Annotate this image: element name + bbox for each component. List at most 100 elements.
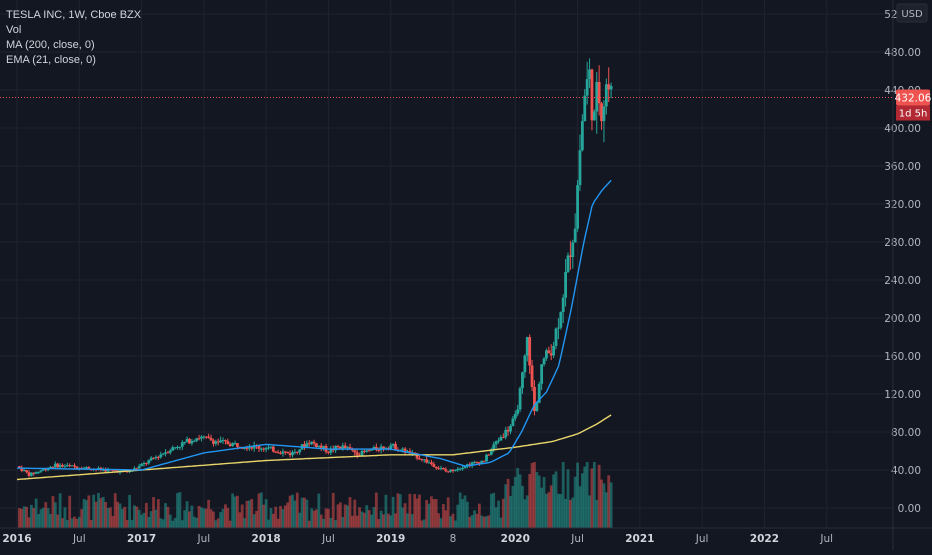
candle-body [463, 466, 467, 469]
price-tick-label: 0.00 [898, 503, 921, 515]
volume-bar [267, 519, 270, 528]
volume-bar [224, 504, 227, 528]
volume-bar [434, 499, 438, 528]
legend-ma[interactable]: MA (200, close, 0) [6, 39, 95, 51]
candle-body [259, 448, 263, 450]
candle-body [216, 441, 220, 443]
volume-bar [542, 476, 546, 528]
volume-bar [480, 515, 484, 528]
volume-bar [463, 495, 467, 528]
candle-body [602, 106, 606, 122]
legend-symbol[interactable]: TESLA INC, 1W, Cboe BZX [6, 9, 142, 21]
volume-bar [456, 504, 460, 528]
volume-bar [343, 504, 347, 528]
volume-bar [259, 492, 263, 528]
candle-body [87, 467, 91, 470]
candle-body [322, 446, 326, 448]
candle-body [56, 463, 60, 468]
volume-bar [319, 514, 323, 528]
volume-bar [307, 520, 311, 528]
candle-body [204, 436, 208, 438]
candle-body [49, 466, 52, 469]
candle-body [477, 462, 481, 464]
volume-bar [427, 503, 431, 528]
legend-volume[interactable]: Vol [6, 24, 22, 36]
candle-body [209, 437, 213, 441]
volume-bar [300, 497, 304, 528]
volume-bar [370, 514, 373, 528]
candle-body [106, 469, 110, 472]
volume-bar [152, 497, 155, 528]
volume-bar [379, 510, 383, 528]
candle-body [53, 463, 57, 468]
candle-body [355, 452, 359, 456]
candle-body [561, 297, 565, 313]
candle-body [279, 452, 282, 454]
volume-bar [298, 512, 302, 528]
candle-body [413, 452, 417, 454]
candle-body [583, 95, 587, 122]
volume-bar [523, 499, 527, 528]
time-tick-label: Jul [72, 533, 86, 545]
candle-body [307, 443, 311, 445]
candle-body [499, 437, 503, 441]
volume-bar [501, 498, 505, 528]
volume-bar [39, 509, 43, 528]
candle-body [68, 465, 72, 467]
volume-bar [432, 499, 436, 528]
volume-bar [113, 493, 117, 528]
volume-bar [422, 519, 426, 528]
candle-body [231, 443, 235, 446]
candle-body [398, 449, 402, 451]
candle-body [545, 350, 548, 359]
price-tick-label: 160.00 [884, 351, 921, 363]
volume-bar [482, 516, 486, 528]
time-tick-label: 2018 [252, 533, 281, 545]
volume-bar [164, 503, 167, 528]
volume-bar [312, 510, 316, 528]
candle-body [571, 242, 575, 258]
volume-bar [566, 469, 570, 528]
candle-body [336, 445, 340, 447]
candle-body [437, 468, 441, 470]
volume-bar [243, 518, 246, 528]
time-tick-label: 2020 [501, 533, 530, 545]
candle-body [348, 447, 352, 449]
volume-bar [89, 519, 93, 528]
candle-body [264, 447, 268, 450]
volume-bar [99, 498, 103, 528]
volume-bar [559, 494, 563, 528]
candle-body [506, 429, 510, 432]
volume-bar [394, 513, 397, 528]
volume-bar [257, 493, 261, 528]
volume-bar [226, 507, 230, 528]
volume-bar [590, 468, 594, 528]
candle-body [504, 429, 508, 438]
volume-bar [535, 472, 539, 528]
candle-body [595, 81, 599, 112]
volume-bar [504, 484, 508, 528]
volume-bar [425, 500, 429, 528]
candle-body [317, 445, 321, 448]
volume-bar [252, 514, 256, 528]
volume-bar [214, 520, 218, 528]
volume-bar [489, 493, 493, 528]
candle-body [214, 441, 218, 444]
volume-bar [262, 504, 266, 528]
candle-body [475, 461, 479, 463]
volume-bar [360, 511, 364, 528]
candle-body [401, 448, 405, 450]
volume-bar [228, 520, 232, 528]
candle-body [327, 451, 330, 453]
volume-bar [545, 493, 548, 528]
legend-ema[interactable]: EMA (21, close, 0) [6, 54, 96, 66]
volume-bar [564, 498, 567, 528]
candle-body [434, 466, 438, 469]
candle-body [39, 470, 43, 472]
volume-bar [116, 501, 120, 528]
candle-body [164, 452, 167, 454]
volume-bar [73, 516, 76, 528]
volume-bar [497, 500, 500, 528]
